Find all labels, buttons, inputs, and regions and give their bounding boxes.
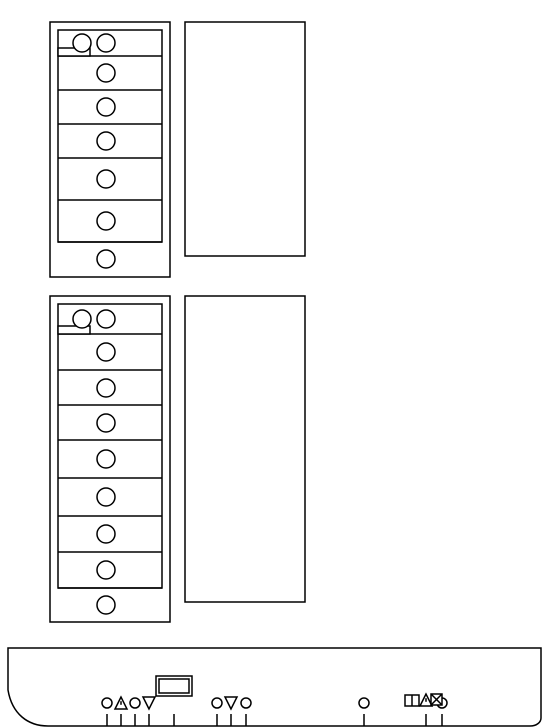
- cabinet-b-knob-top-1: [97, 310, 115, 328]
- side-panel-b: [185, 296, 305, 602]
- control-panel: [8, 648, 541, 726]
- cabinet-b-knob-6: [97, 561, 115, 579]
- side-panel-a: [185, 22, 305, 256]
- control-led-1: [130, 698, 140, 708]
- manual-icon: [405, 695, 419, 706]
- cabinet-a-footer-knob: [97, 250, 115, 268]
- cabinet-b-knob-4: [97, 488, 115, 506]
- cabinet-b-knob-5: [97, 525, 115, 543]
- cabinet-b-knob-3: [97, 450, 115, 468]
- control-led-3: [241, 698, 251, 708]
- cancel-icon: [431, 694, 442, 705]
- cabinet-a: [50, 22, 170, 277]
- control-led-0: [102, 698, 112, 708]
- cabinet-a-knob-top-1: [97, 34, 115, 52]
- cabinet-a-knob-2: [97, 132, 115, 150]
- cabinet-a-knob-3: [97, 170, 115, 188]
- diagram-canvas: [0, 0, 549, 727]
- control-panel-frame: [8, 648, 541, 726]
- cabinet-b-knob-2: [97, 414, 115, 432]
- cabinet-a-knob-top-0: [73, 34, 91, 52]
- control-led-4: [359, 698, 369, 708]
- cabinet-b: [50, 296, 170, 622]
- cabinet-a-knob-4: [97, 212, 115, 230]
- cabinet-b-footer-knob: [97, 596, 115, 614]
- control-led-2: [212, 698, 222, 708]
- cabinet-b-knob-1: [97, 379, 115, 397]
- cabinet-b-knob-0: [97, 343, 115, 361]
- cabinet-a-knob-1: [97, 98, 115, 116]
- cabinet-a-knob-0: [97, 64, 115, 82]
- cabinet-b-knob-top-0: [73, 310, 91, 328]
- display-inner: [159, 679, 189, 693]
